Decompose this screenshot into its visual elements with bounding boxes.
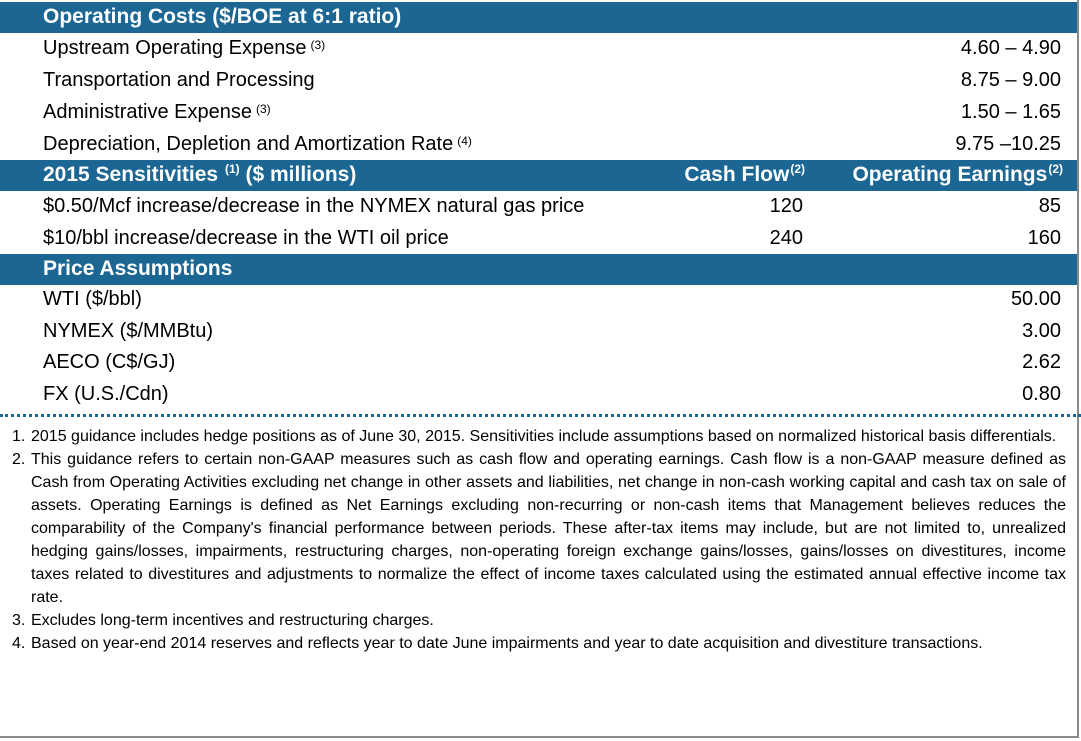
footnote-item: 2. This guidance refers to certain non-GA… [12, 448, 1066, 609]
row-label-text: Upstream Operating Expense [43, 37, 307, 59]
cash-flow-value: 240 [769, 227, 803, 249]
table-row: Upstream Operating Expense (3) 4.60 – 4.9… [0, 33, 1077, 64]
footnotes-list: 1. 2015 guidance includes hedge positions… [12, 425, 1066, 655]
row-label: FX (U.S./Cdn) [43, 383, 169, 405]
operating-costs-header: Operating Costs ($/BOE at 6:1 ratio) [0, 2, 1077, 33]
row-label: Upstream Operating Expense (3) [43, 37, 325, 60]
sensitivities-title: 2015 Sensitivities (1) ($ millions) [43, 162, 357, 187]
table-row: $10/bbl increase/decrease in the WTI oil… [0, 223, 1077, 254]
footnote-ref: (2) [1048, 162, 1063, 176]
row-label-text: Transportation and Processing [43, 69, 315, 91]
footnote-text: 2015 guidance includes hedge positions a… [31, 428, 1057, 445]
footnote-item: 3. Excludes long-term incentives and rest… [12, 609, 1066, 632]
footnote-number: 4. [12, 635, 26, 652]
row-value: 8.75 – 9.00 [960, 69, 1061, 91]
cash-flow-header-text: Cash Flow [684, 163, 790, 186]
footnote-ref: (4) [457, 134, 472, 148]
table-row: FX (U.S./Cdn) 0.80 [0, 379, 1077, 410]
footnote-ref: (2) [790, 162, 805, 176]
operating-earnings-value: 85 [1038, 195, 1061, 217]
table-row: AECO (C$/GJ) 2.62 [0, 347, 1077, 378]
footnote-item: 1. 2015 guidance includes hedge positions… [12, 425, 1066, 448]
table-row: $0.50/Mcf increase/decrease in the NYMEX… [0, 191, 1077, 222]
row-value: 4.60 – 4.90 [960, 37, 1061, 59]
cash-flow-column-header: Cash Flow(2) [684, 162, 805, 187]
row-label: Transportation and Processing [43, 69, 315, 92]
row-label-text: Administrative Expense [43, 101, 252, 123]
price-assumptions-title: Price Assumptions [43, 257, 233, 280]
sensitivities-header: 2015 Sensitivities (1) ($ millions) Cash… [0, 160, 1077, 191]
row-value: 50.00 [1010, 288, 1061, 310]
row-label: Depreciation, Depletion and Amortization… [43, 133, 472, 156]
operating-earnings-header-text: Operating Earnings [852, 163, 1048, 186]
footnote-text: This guidance refers to certain non-GAAP… [31, 451, 1066, 606]
sensitivities-title-units: ($ millions) [245, 163, 357, 186]
operating-earnings-column-header: Operating Earnings(2) [852, 162, 1063, 187]
footnote-ref: (1) [224, 162, 240, 176]
operating-earnings-value: 160 [1027, 227, 1061, 249]
row-label: Administrative Expense (3) [43, 101, 271, 124]
table-row: Depreciation, Depletion and Amortization… [0, 129, 1077, 160]
footnote-ref: (3) [255, 102, 271, 116]
row-label-text: Depreciation, Depletion and Amortization… [43, 133, 454, 155]
footnote-item: 4. Based on year-end 2014 reserves and re… [12, 632, 1066, 655]
footnote-number: 1. [12, 428, 26, 445]
table-row: Transportation and Processing 8.75 – 9.0… [0, 65, 1077, 96]
cash-flow-value: 120 [769, 195, 803, 217]
footnote-ref: (3) [310, 38, 326, 52]
footnote-text: Excludes long-term incentives and restru… [31, 612, 434, 629]
row-value: 2.62 [1022, 351, 1061, 373]
row-value: 3.00 [1022, 320, 1061, 342]
table-row: WTI ($/bbl) 50.00 [0, 284, 1077, 315]
table-row: Administrative Expense (3) 1.50 – 1.65 [0, 97, 1077, 128]
operating-costs-title: Operating Costs ($/BOE at 6:1 ratio) [43, 5, 402, 28]
row-value: 0.80 [1022, 383, 1061, 405]
row-label: AECO (C$/GJ) [43, 351, 176, 373]
footnote-number: 2. [12, 451, 26, 468]
row-value: 1.50 – 1.65 [960, 101, 1061, 123]
dotted-divider [0, 414, 1081, 417]
footnote-number: 3. [12, 612, 26, 629]
row-value: 9.75 –10.25 [955, 133, 1061, 155]
row-label: $10/bbl increase/decrease in the WTI oil… [43, 227, 449, 249]
row-label: WTI ($/bbl) [43, 288, 142, 310]
table-row: NYMEX ($/MMBtu) 3.00 [0, 316, 1077, 347]
price-assumptions-header: Price Assumptions [0, 254, 1077, 285]
sensitivities-title-text: 2015 Sensitivities [43, 163, 219, 186]
row-label: $0.50/Mcf increase/decrease in the NYMEX… [43, 195, 585, 217]
footnote-text: Based on year-end 2014 reserves and refl… [31, 635, 983, 652]
row-label: NYMEX ($/MMBtu) [43, 320, 214, 342]
